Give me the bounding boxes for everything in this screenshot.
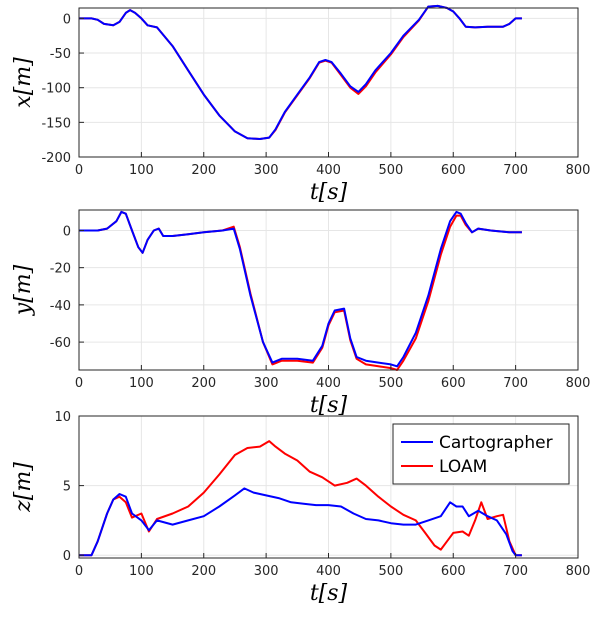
x-tick-label: 300: [254, 163, 279, 178]
x-tick-label: 800: [566, 376, 591, 391]
subplot-x: 0 100 200 300 400 500 600 700 800 0 -50 -100 -150 -20…: [11, 4, 591, 205]
x-tick-label: 200: [191, 564, 216, 579]
x-tick-label: 600: [441, 376, 466, 391]
x-tick-label: 500: [378, 564, 403, 579]
y-axis-label: y[m]: [11, 264, 36, 316]
subplot-z: 0 100 200 300 400 500 600 700 800 10 5 0 t[s] z[m] Car…: [11, 410, 590, 606]
x-tick-label: 800: [566, 564, 591, 579]
y-tick-label: -40: [50, 299, 71, 314]
x-tick-label: 200: [191, 376, 216, 391]
legend-box: [392, 423, 570, 485]
y-tick-label: 5: [63, 480, 71, 495]
y-tick-label: -50: [50, 47, 71, 62]
y-tick-label: 10: [54, 410, 71, 425]
y-axis-label: z[m]: [11, 462, 36, 513]
x-tick-label: 0: [75, 376, 83, 391]
series-line-cartographer: [79, 210, 522, 368]
series-line-loam: [79, 440, 522, 557]
x-tick-label: 0: [75, 163, 83, 178]
x-tick-label: 0: [75, 564, 83, 579]
y-tick-label: -100: [41, 82, 71, 97]
y-tick-label: -150: [41, 116, 71, 131]
y-axis-label: x[m]: [11, 57, 36, 108]
x-tick-label: 600: [441, 564, 466, 579]
y-tick-label: -20: [50, 262, 71, 277]
y-tick-label: -60: [50, 336, 71, 351]
x-tick-label: 400: [316, 376, 341, 391]
legend: Cartographer LOAM: [392, 423, 570, 485]
x-axis-label: t[s]: [310, 180, 348, 205]
x-tick-label: 700: [503, 564, 528, 579]
legend-label-cartographer: Cartographer: [439, 433, 553, 453]
y-tick-label: 0: [63, 549, 71, 564]
x-tick-label: 800: [566, 163, 591, 178]
x-axis-label: t[s]: [310, 581, 348, 606]
x-tick-label: 600: [441, 163, 466, 178]
y-tick-label: -200: [41, 151, 71, 166]
x-tick-label: 300: [254, 376, 279, 391]
x-tick-label: 500: [378, 376, 403, 391]
x-tick-label: 400: [316, 564, 341, 579]
series-line-cartographer: [79, 487, 522, 557]
x-tick-label: 100: [129, 376, 154, 391]
x-axis-label: t[s]: [310, 393, 348, 418]
x-tick-label: 400: [316, 163, 341, 178]
x-tick-label: 300: [254, 564, 279, 579]
series-line-cartographer: [79, 4, 522, 140]
x-tick-label: 700: [503, 163, 528, 178]
subplot-y: 0 100 200 300 400 500 600 700 800 0 -20 -40 -60 t[s] y…: [11, 209, 591, 418]
x-tick-label: 100: [129, 163, 154, 178]
y-tick-label: 0: [63, 224, 71, 239]
legend-label-loam: LOAM: [439, 457, 487, 477]
x-tick-label: 700: [503, 376, 528, 391]
x-tick-label: 200: [191, 163, 216, 178]
y-tick-label: 0: [63, 12, 71, 27]
x-tick-label: 100: [129, 564, 154, 579]
x-tick-label: 500: [378, 163, 403, 178]
